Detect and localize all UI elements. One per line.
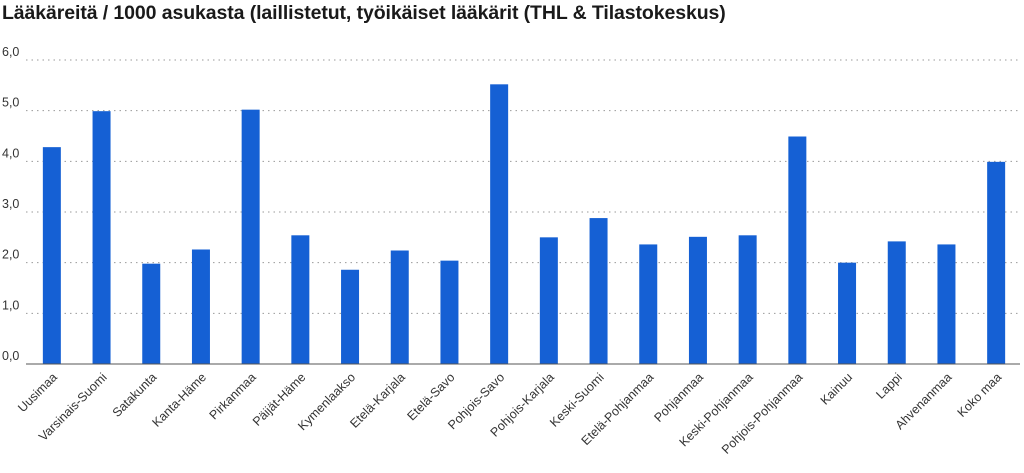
x-tick-label: Etelä-Savo xyxy=(404,370,457,423)
bar xyxy=(589,218,608,364)
bar xyxy=(688,236,707,364)
bar xyxy=(887,241,906,364)
bars xyxy=(42,84,1006,364)
bar xyxy=(539,237,558,364)
y-tick-label: 1,0 xyxy=(2,298,19,312)
bar xyxy=(142,263,161,364)
y-tick-label: 0,0 xyxy=(2,349,19,363)
y-axis-ticks: 0,0 1,0 2,0 3,0 4,0 5,0 6,0 xyxy=(2,45,19,363)
bar xyxy=(639,244,658,364)
x-tick-label: Kainuu xyxy=(818,370,855,407)
bar xyxy=(191,249,210,364)
y-tick-label: 2,0 xyxy=(2,248,19,262)
gridlines xyxy=(26,59,1020,314)
y-tick-label: 3,0 xyxy=(2,197,19,211)
x-tick-label: Pirkanmaa xyxy=(207,370,259,422)
bar xyxy=(241,109,260,364)
x-tick-label: Lappi xyxy=(873,370,905,402)
bar xyxy=(987,161,1006,364)
bar xyxy=(341,269,360,364)
bar xyxy=(42,147,61,364)
y-tick-label: 5,0 xyxy=(2,96,19,110)
chart-title: Lääkäreitä / 1000 asukasta (laillistetut… xyxy=(2,2,726,24)
bar xyxy=(440,260,459,364)
x-tick-label: Uusimaa xyxy=(15,370,60,415)
x-tick-label: Pohjanmaa xyxy=(651,370,706,425)
bar xyxy=(838,262,857,364)
bar xyxy=(390,250,409,364)
x-tick-label: Satakunta xyxy=(110,370,160,420)
bar xyxy=(92,111,111,364)
x-tick-label: Kanta-Häme xyxy=(150,370,210,430)
bar xyxy=(788,136,807,364)
bar xyxy=(738,235,757,364)
y-tick-label: 6,0 xyxy=(2,45,19,59)
bar xyxy=(490,84,509,364)
bar xyxy=(937,244,956,364)
y-tick-label: 4,0 xyxy=(2,146,19,160)
bar xyxy=(291,235,310,364)
x-tick-label: Koko maa xyxy=(955,370,1005,420)
